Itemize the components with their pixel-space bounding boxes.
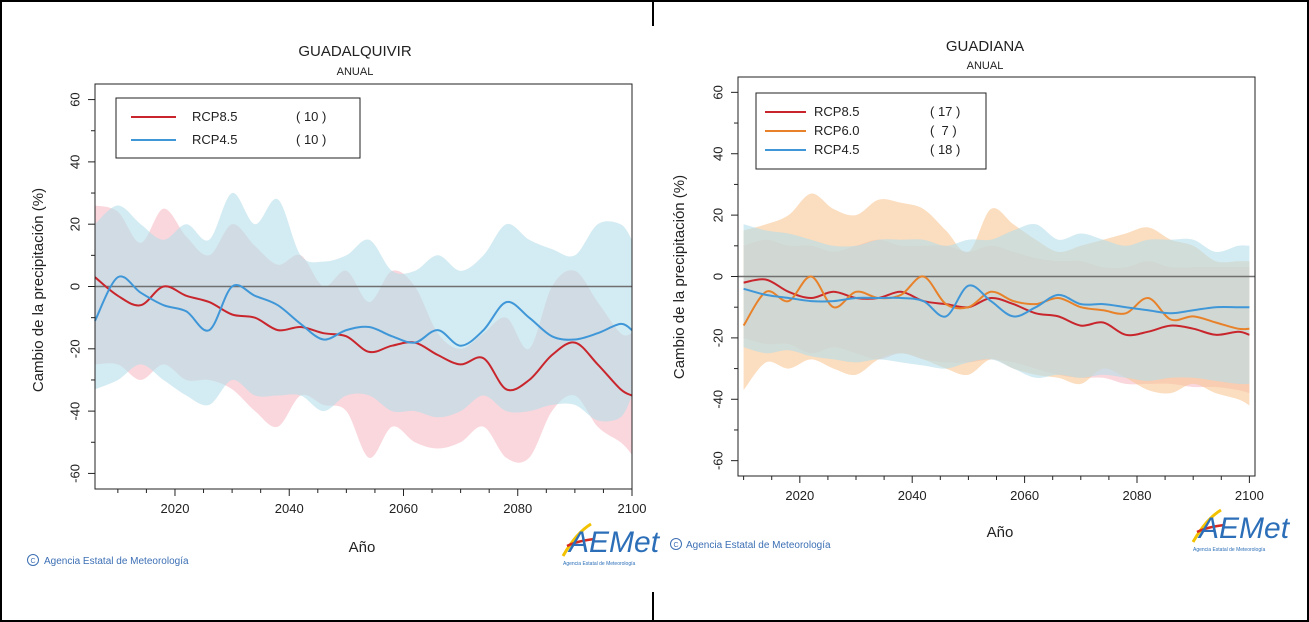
legend-box bbox=[115, 97, 361, 159]
x-axis-label: Año bbox=[349, 539, 376, 556]
series-line-rcp85 bbox=[743, 278, 1250, 337]
band-rcp45 bbox=[743, 224, 1250, 385]
copyright-icon bbox=[27, 554, 39, 566]
x-tick-label: 2040 bbox=[275, 501, 304, 516]
y-axis: -60 -40 -20 0 20 40 60 bbox=[710, 85, 738, 470]
legend-count-rcp85: ( 17 ) bbox=[930, 104, 960, 119]
series-lines bbox=[94, 275, 633, 397]
x-tick-label: 2100 bbox=[1235, 488, 1264, 503]
series-line-rcp45 bbox=[94, 275, 633, 347]
series-line-rcp85 bbox=[94, 276, 633, 397]
legend-count-rcp60: ( 7 ) bbox=[930, 123, 957, 138]
series-line-rcp60 bbox=[742, 275, 1250, 331]
x-tick-label: 2060 bbox=[1010, 488, 1039, 503]
y-tick-label: -40 bbox=[67, 402, 82, 421]
y-tick-label: -20 bbox=[710, 328, 725, 347]
legend: RCP8.5 ( 17 ) RCP6.0 ( 7 ) RCP4.5 ( 18 ) bbox=[755, 92, 987, 170]
y-tick-label: -40 bbox=[710, 390, 725, 409]
chart-subtitle: ANUAL bbox=[337, 66, 374, 78]
legend-count-rcp85: ( 10 ) bbox=[296, 109, 326, 124]
credit-text: Agencia Estatal de Meteorología bbox=[686, 540, 831, 551]
x-axis: 2020 2040 2060 2080 2100 bbox=[743, 476, 1264, 503]
credit: C Agencia Estatal de Meteorología bbox=[670, 538, 831, 551]
y-tick-label: -20 bbox=[67, 339, 82, 358]
y-tick-label: 60 bbox=[67, 92, 82, 106]
credit-text: Agencia Estatal de Meteorología bbox=[44, 556, 189, 567]
y-tick-label: 60 bbox=[710, 85, 725, 99]
legend-label-rcp60: RCP6.0 bbox=[814, 123, 860, 138]
x-tick-label: 2100 bbox=[618, 501, 647, 516]
x-tick-label: 2060 bbox=[389, 501, 418, 516]
legend: RCP8.5 ( 10 ) RCP4.5 ( 10 ) bbox=[115, 97, 361, 159]
series-lines bbox=[742, 275, 1250, 337]
logo-wordmark: AEMet bbox=[1197, 512, 1291, 545]
x-axis-label: Año bbox=[987, 524, 1014, 541]
x-tick-label: 2080 bbox=[503, 501, 532, 516]
logo-yellow-stroke bbox=[1191, 508, 1222, 543]
y-tick-label: 40 bbox=[67, 155, 82, 169]
aemet-logo: AEMet Agencia Estatal de Meteorología bbox=[1191, 508, 1291, 553]
legend-label-rcp45: RCP4.5 bbox=[814, 142, 860, 157]
y-tick-label: -60 bbox=[710, 451, 725, 470]
legend-count-rcp45: ( 18 ) bbox=[930, 142, 960, 157]
y-tick-label: 40 bbox=[710, 146, 725, 160]
y-tick-label: 20 bbox=[710, 208, 725, 222]
y-tick-label: 0 bbox=[710, 273, 725, 280]
chart-title: GUADIANA bbox=[946, 38, 1024, 55]
x-tick-label: 2080 bbox=[1123, 488, 1152, 503]
y-axis-label: Cambio de la precipitación (%) bbox=[671, 175, 688, 379]
uncertainty-bands bbox=[95, 192, 632, 463]
copyright-icon-glyph: C bbox=[673, 542, 678, 549]
aemet-logo: AEMet Agencia Estatal de Meteorología bbox=[561, 522, 661, 567]
chart-title: GUADALQUIVIR bbox=[298, 43, 412, 60]
legend-label-rcp85: RCP8.5 bbox=[192, 109, 238, 124]
logo-red-stroke bbox=[566, 537, 596, 548]
copyright-icon-glyph: C bbox=[30, 558, 35, 565]
legend-count-rcp45: ( 10 ) bbox=[296, 132, 326, 147]
legend-label-rcp85: RCP8.5 bbox=[814, 104, 860, 119]
logo-yellow-stroke bbox=[561, 522, 592, 557]
x-axis: 2020 2040 2060 2080 2100 bbox=[117, 489, 647, 516]
band-rcp45 bbox=[95, 192, 632, 422]
series-line-rcp45 bbox=[743, 284, 1250, 318]
x-tick-label: 2020 bbox=[785, 488, 814, 503]
legend-label-rcp45: RCP4.5 bbox=[192, 132, 238, 147]
y-axis-label: Cambio de la precipitación (%) bbox=[30, 188, 47, 392]
x-tick-label: 2020 bbox=[161, 501, 190, 516]
credit: C Agencia Estatal de Meteorología bbox=[27, 554, 189, 567]
y-axis: -60 -40 -20 0 20 40 60 bbox=[67, 92, 95, 483]
logo-subtitle: Agencia Estatal de Meteorología bbox=[563, 561, 635, 567]
logo-red-stroke bbox=[1196, 523, 1226, 534]
y-tick-label: 0 bbox=[67, 283, 82, 290]
y-tick-label: 20 bbox=[67, 217, 82, 231]
chart-subtitle: ANUAL bbox=[967, 60, 1004, 72]
y-tick-label: -60 bbox=[67, 464, 82, 483]
panel-guadalquivir: GUADALQUIVIR ANUAL 2020 2040 2060 2080 2100 … bbox=[27, 43, 661, 567]
copyright-icon bbox=[670, 538, 682, 550]
logo-wordmark: AEMet bbox=[567, 526, 661, 559]
panel-guadiana: GUADIANA ANUAL 2020 2040 2060 2080 2100 -60-… bbox=[670, 38, 1291, 553]
logo-subtitle: Agencia Estatal de Meteorología bbox=[1193, 547, 1265, 553]
x-tick-label: 2040 bbox=[898, 488, 927, 503]
